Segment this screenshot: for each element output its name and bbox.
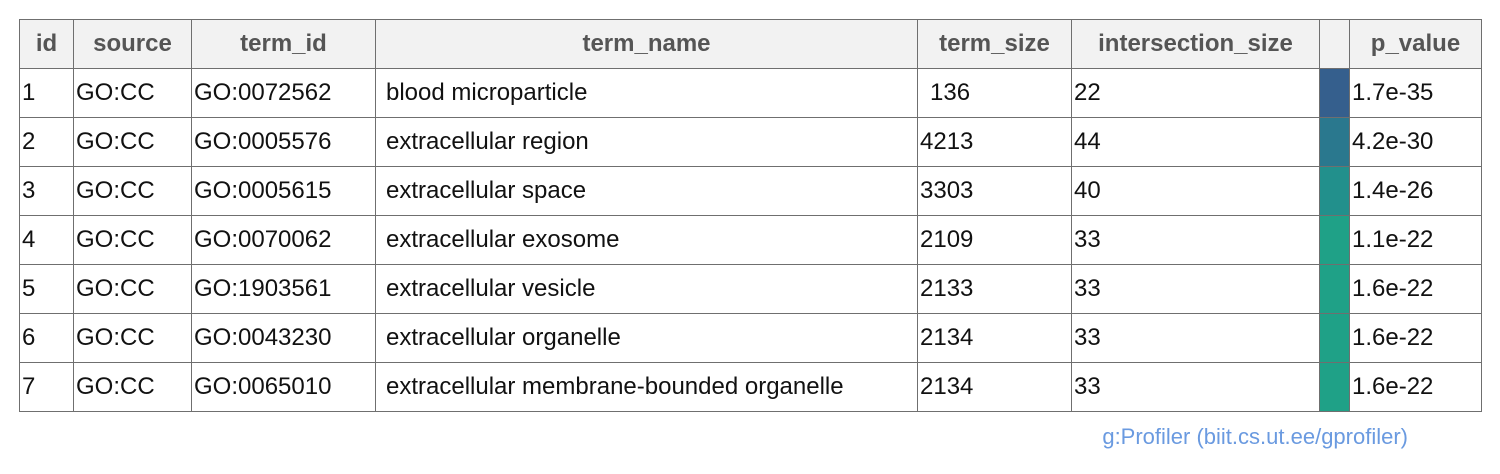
- cell-id: 7: [19, 362, 74, 412]
- cell-term-name: extracellular organelle: [375, 313, 918, 363]
- cell-term-id: GO:0070062: [191, 215, 376, 265]
- cell-intersection-size: 33: [1071, 264, 1320, 314]
- cell-source: GO:CC: [73, 215, 192, 265]
- cell-id: 4: [19, 215, 74, 265]
- cell-term-name: extracellular membrane-bounded organelle: [375, 362, 918, 412]
- cell-term-size: 4213: [917, 117, 1072, 167]
- table-row: 4 GO:CC GO:0070062 extracellular exosome 210…: [19, 215, 1482, 265]
- p-value-color-swatch: [1319, 362, 1350, 412]
- p-value-color-swatch: [1319, 215, 1350, 265]
- gprofiler-attribution: g:Profiler (biit.cs.ut.ee/gprofiler): [1102, 424, 1408, 449]
- cell-p-value: 1.6e-22: [1349, 264, 1482, 314]
- cell-term-id: GO:0005576: [191, 117, 376, 167]
- table-row: 6 GO:CC GO:0043230 extracellular organelle 2…: [19, 313, 1482, 363]
- cell-p-value: 4.2e-30: [1349, 117, 1482, 167]
- cell-term-size: 2109: [917, 215, 1072, 265]
- cell-source: GO:CC: [73, 117, 192, 167]
- cell-term-id: GO:1903561: [191, 264, 376, 314]
- header-row: id source term_id term_name term_size in…: [19, 19, 1482, 69]
- cell-term-name: blood microparticle: [375, 68, 918, 118]
- cell-term-size: 2133: [917, 264, 1072, 314]
- p-value-color-swatch: [1319, 166, 1350, 216]
- cell-source: GO:CC: [73, 362, 192, 412]
- cell-p-value: 1.6e-22: [1349, 313, 1482, 363]
- p-value-color-swatch: [1319, 68, 1350, 118]
- header-term-name: term_name: [375, 19, 918, 69]
- cell-id: 6: [19, 313, 74, 363]
- table-row: 2 GO:CC GO:0005576 extracellular region 4213…: [19, 117, 1482, 167]
- cell-id: 2: [19, 117, 74, 167]
- table-row: 3 GO:CC GO:0005615 extracellular space 3303 4…: [19, 166, 1482, 216]
- cell-term-size: 2134: [917, 313, 1072, 363]
- p-value-color-swatch: [1319, 264, 1350, 314]
- cell-source: GO:CC: [73, 313, 192, 363]
- cell-p-value: 1.1e-22: [1349, 215, 1482, 265]
- cell-intersection-size: 40: [1071, 166, 1320, 216]
- header-color-swatch: [1319, 19, 1350, 69]
- header-intersection-size: intersection_size: [1071, 19, 1320, 69]
- cell-intersection-size: 22: [1071, 68, 1320, 118]
- p-value-color-swatch: [1319, 117, 1350, 167]
- table-body: 1 GO:CC GO:0072562 blood microparticle 136 22…: [19, 68, 1482, 412]
- results-table: id source term_id term_name term_size in…: [19, 19, 1482, 412]
- cell-intersection-size: 33: [1071, 362, 1320, 412]
- cell-term-id: GO:0065010: [191, 362, 376, 412]
- table-row: 1 GO:CC GO:0072562 blood microparticle 136 22…: [19, 68, 1482, 118]
- cell-source: GO:CC: [73, 68, 192, 118]
- cell-term-id: GO:0043230: [191, 313, 376, 363]
- cell-term-name: extracellular vesicle: [375, 264, 918, 314]
- cell-term-name: extracellular region: [375, 117, 918, 167]
- cell-p-value: 1.4e-26: [1349, 166, 1482, 216]
- table-row: 7 GO:CC GO:0065010 extracellular membrane-b…: [19, 362, 1482, 412]
- header-source: source: [73, 19, 192, 69]
- cell-source: GO:CC: [73, 264, 192, 314]
- cell-id: 1: [19, 68, 74, 118]
- header-term-id: term_id: [191, 19, 376, 69]
- cell-p-value: 1.7e-35: [1349, 68, 1482, 118]
- header-id: id: [19, 19, 74, 69]
- cell-term-size: 2134: [917, 362, 1072, 412]
- cell-term-size: 136: [917, 68, 1072, 118]
- cell-source: GO:CC: [73, 166, 192, 216]
- cell-id: 5: [19, 264, 74, 314]
- cell-p-value: 1.6e-22: [1349, 362, 1482, 412]
- cell-id: 3: [19, 166, 74, 216]
- table-row: 5 GO:CC GO:1903561 extracellular vesicle 213…: [19, 264, 1482, 314]
- cell-intersection-size: 44: [1071, 117, 1320, 167]
- cell-term-name: extracellular space: [375, 166, 918, 216]
- header-p-value: p_value: [1349, 19, 1482, 69]
- cell-term-size: 3303: [917, 166, 1072, 216]
- cell-term-name: extracellular exosome: [375, 215, 918, 265]
- p-value-color-swatch: [1319, 313, 1350, 363]
- cell-term-id: GO:0005615: [191, 166, 376, 216]
- cell-intersection-size: 33: [1071, 313, 1320, 363]
- cell-intersection-size: 33: [1071, 215, 1320, 265]
- cell-term-id: GO:0072562: [191, 68, 376, 118]
- header-term-size: term_size: [917, 19, 1072, 69]
